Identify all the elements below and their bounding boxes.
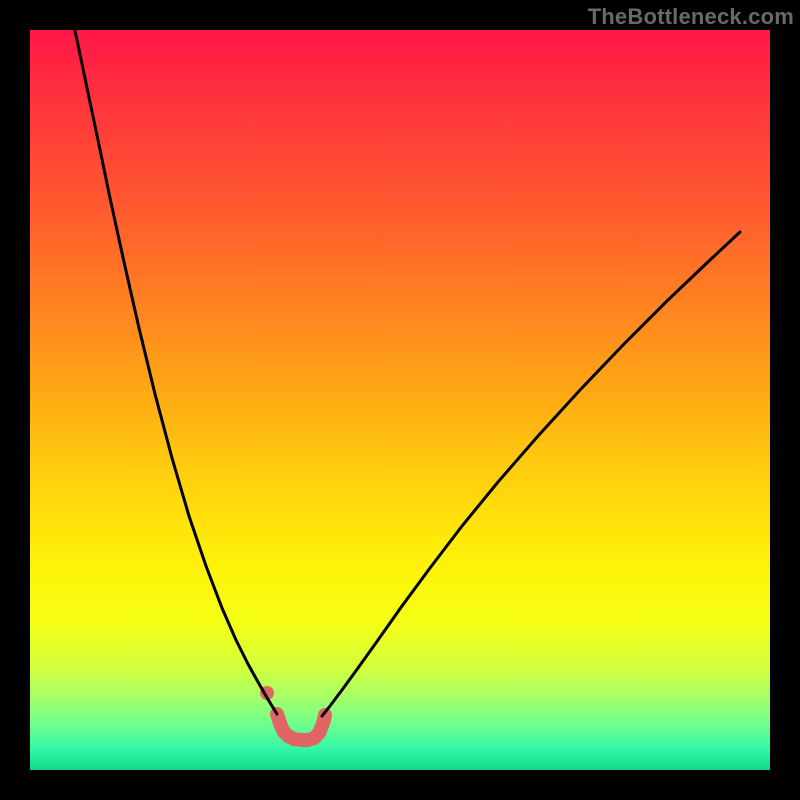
chart-svg: [30, 30, 770, 770]
bottleneck-curves: [68, 30, 740, 716]
highlight-u-shape: [260, 686, 325, 740]
watermark-text: TheBottleneck.com: [588, 4, 794, 30]
chart-gradient-area: [30, 30, 770, 770]
